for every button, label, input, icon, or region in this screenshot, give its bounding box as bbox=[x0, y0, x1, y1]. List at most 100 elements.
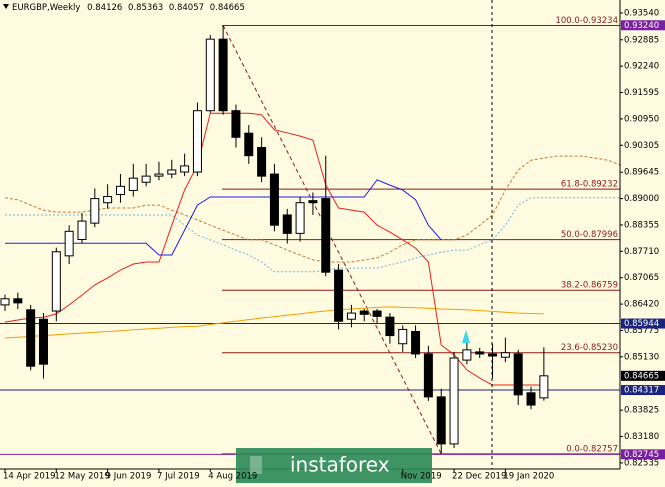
close-value: 0.84665 bbox=[210, 3, 245, 13]
price-box bbox=[621, 318, 665, 329]
candle-body bbox=[192, 110, 202, 173]
fib-label: 0.0-0.82757 bbox=[566, 444, 618, 454]
candle-body bbox=[513, 353, 523, 396]
candle-body bbox=[334, 269, 344, 322]
y-tick-label: 0.85775 bbox=[624, 326, 659, 336]
x-tick-label: 12 May 2019 bbox=[54, 472, 109, 482]
candle-body bbox=[436, 396, 446, 445]
price-box-label: 0.85944 bbox=[624, 319, 659, 329]
x-tick-label: 19 Jan 2020 bbox=[503, 472, 554, 482]
indicator-line bbox=[4, 306, 544, 339]
y-tick-label: 0.86420 bbox=[624, 300, 659, 310]
candle-body bbox=[269, 173, 279, 226]
x-tick-label: 4 Aug 2019 bbox=[208, 472, 257, 482]
price-box-label: 0.93240 bbox=[624, 21, 659, 31]
y-tick-label: 0.92240 bbox=[624, 62, 659, 72]
y-tick-label: 0.89000 bbox=[624, 194, 659, 204]
open-value: 0.84126 bbox=[87, 3, 122, 13]
candle-body bbox=[282, 214, 292, 234]
watermark: instaforex bbox=[290, 453, 390, 477]
candle-body bbox=[308, 200, 318, 204]
x-tick-label: 9 Jun 2019 bbox=[106, 472, 152, 482]
candle-body bbox=[500, 352, 510, 358]
price-box-label: 0.82745 bbox=[624, 450, 659, 460]
price-box-label: 0.84317 bbox=[624, 386, 659, 396]
y-tick-label: 0.88355 bbox=[624, 220, 659, 230]
candle-body bbox=[64, 230, 74, 257]
back-layer: 100.0-0.93234 61.8-0.89232 50.0-0.87996 38.… bbox=[0, 16, 621, 455]
candle-body bbox=[385, 316, 395, 337]
y-tick-label: 0.90305 bbox=[624, 141, 659, 151]
y-tick-label: 0.91595 bbox=[624, 88, 659, 98]
candle-body bbox=[539, 375, 549, 399]
candle-body bbox=[488, 353, 498, 357]
indicator-line bbox=[5, 179, 442, 256]
candle-body bbox=[462, 349, 472, 361]
candle-body bbox=[77, 220, 87, 240]
candle-body bbox=[423, 353, 433, 398]
y-tick-label: 0.83180 bbox=[624, 432, 659, 442]
candle-body bbox=[231, 110, 241, 138]
fib-label: 61.8-0.89232 bbox=[561, 180, 618, 190]
symbol: EURGBP,Weekly bbox=[12, 3, 80, 13]
candle-body bbox=[51, 251, 61, 312]
price-box bbox=[621, 449, 665, 460]
candle-body bbox=[218, 38, 228, 112]
header: EURGBP,Weekly 0.84126 0.85363 0.84057 0.… bbox=[12, 3, 245, 13]
x-tick-label: Nov 2019 bbox=[401, 472, 442, 482]
price-box bbox=[621, 20, 665, 31]
y-tick-label: 0.87710 bbox=[624, 247, 659, 257]
y-tick-label: 0.89645 bbox=[624, 168, 659, 178]
watermark-band bbox=[236, 448, 432, 483]
candle-body bbox=[141, 175, 151, 183]
y-tick-label: 0.92885 bbox=[624, 35, 659, 45]
y-tick-label: 0.83825 bbox=[624, 406, 659, 416]
candle-body bbox=[0, 298, 10, 306]
low-value: 0.84057 bbox=[169, 3, 204, 13]
candle-body bbox=[90, 198, 100, 224]
fib-label: 50.0-0.87996 bbox=[561, 230, 618, 240]
x-tick-label: 7 Jul 2019 bbox=[157, 472, 200, 482]
candle-body bbox=[257, 147, 267, 177]
fib-label: 38.2-0.86759 bbox=[561, 281, 618, 291]
candle-body bbox=[154, 173, 164, 177]
candle-body bbox=[359, 310, 369, 315]
candle-body bbox=[295, 202, 305, 234]
fib-label: 100.0-0.93234 bbox=[555, 16, 618, 26]
candle-body bbox=[128, 177, 138, 191]
fib-label: 23.6-0.85230 bbox=[561, 343, 618, 353]
candle-body bbox=[526, 392, 536, 406]
candle-body bbox=[115, 185, 125, 196]
candle-body bbox=[475, 351, 485, 355]
high-value: 0.85363 bbox=[128, 3, 163, 13]
y-tick-label: 0.85130 bbox=[624, 352, 659, 362]
candle-body bbox=[398, 328, 408, 345]
candle-body bbox=[103, 196, 113, 204]
candle-body bbox=[244, 132, 254, 157]
y-tick-label: 0.82535 bbox=[624, 458, 659, 468]
price-box bbox=[621, 370, 665, 381]
candle-body bbox=[321, 198, 331, 273]
front-layer bbox=[0, 25, 549, 454]
candle-body bbox=[180, 165, 190, 173]
candle-body bbox=[411, 330, 421, 355]
y-tick-label: 0.87065 bbox=[624, 273, 659, 283]
candle-body bbox=[372, 310, 382, 317]
candle-body bbox=[205, 38, 215, 112]
candle-body bbox=[26, 309, 36, 367]
x-tick-label: 22 Dec 2019 bbox=[452, 472, 506, 482]
candle-body bbox=[13, 298, 23, 304]
signal-arrow bbox=[462, 330, 470, 343]
x-tick-label: 14 Apr 2019 bbox=[3, 472, 56, 482]
candle-body bbox=[449, 357, 459, 445]
watermark-logo bbox=[250, 456, 262, 474]
candle-body bbox=[346, 312, 356, 320]
price-box-label: 0.84665 bbox=[624, 371, 659, 381]
y-tick-label: 0.90950 bbox=[624, 114, 659, 124]
symbol-icon bbox=[3, 4, 9, 9]
fib-trend bbox=[222, 25, 442, 455]
